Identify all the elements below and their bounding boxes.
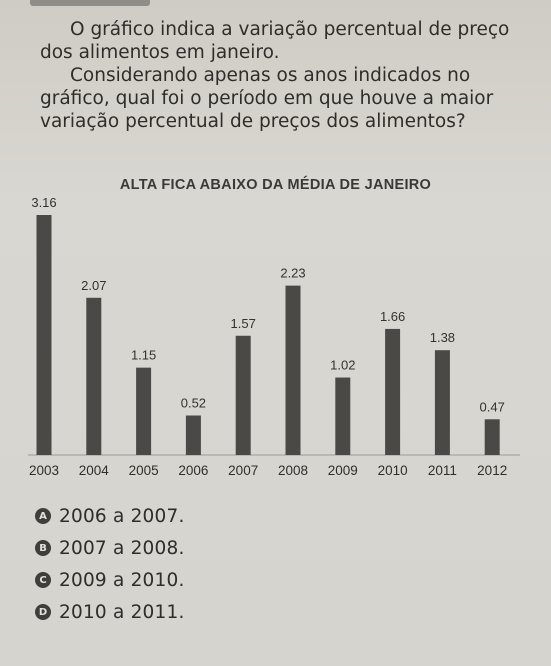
bar-2012 <box>484 419 500 455</box>
bar-2005 <box>136 367 152 455</box>
bar-2011 <box>434 350 450 455</box>
x-tick-2007: 2007 <box>228 463 258 478</box>
option-d[interactable]: D 2010 a 2011. <box>35 596 185 628</box>
option-c[interactable]: C 2009 a 2010. <box>35 564 185 596</box>
value-label-2005: 1.15 <box>131 348 156 363</box>
value-label-2010: 1.66 <box>380 309 405 324</box>
bar-2004 <box>86 297 102 455</box>
option-d-badge: D <box>35 604 51 620</box>
option-b-text: 2007 a 2008. <box>59 537 185 559</box>
x-tick-2004: 2004 <box>79 463 110 478</box>
answer-options: A 2006 a 2007. B 2007 a 2008. C 2009 a 2… <box>35 500 185 628</box>
x-tick-2009: 2009 <box>328 463 358 478</box>
x-tick-2010: 2010 <box>378 463 408 478</box>
question-text: O gráfico indica a variação percentual d… <box>40 18 518 133</box>
bar-chart: 3.16 2003 2.07 2004 1.15 2005 0.52 2006 1.57 2007… <box>28 195 520 478</box>
option-d-text: 2010 a 2011. <box>59 601 185 623</box>
x-tick-2008: 2008 <box>278 463 308 478</box>
bar-2009 <box>335 377 351 455</box>
option-a[interactable]: A 2006 a 2007. <box>35 500 185 532</box>
bar-2008 <box>285 285 301 455</box>
bar-2007 <box>235 335 251 455</box>
option-a-text: 2006 a 2007. <box>59 505 185 527</box>
x-tick-2012: 2012 <box>477 463 507 478</box>
value-label-2003: 3.16 <box>31 195 56 210</box>
option-c-text: 2009 a 2010. <box>59 569 185 591</box>
bar-2003 <box>36 215 52 455</box>
value-label-2009: 1.02 <box>330 358 355 373</box>
option-a-badge: A <box>35 508 51 524</box>
value-label-2012: 0.47 <box>480 399 505 414</box>
chart-title: ALTA FICA ABAIXO DA MÉDIA DE JANEIRO <box>119 177 432 193</box>
x-tick-2006: 2006 <box>178 463 208 478</box>
value-label-2008: 2.23 <box>280 266 305 281</box>
option-c-badge: C <box>35 572 51 588</box>
option-b[interactable]: B 2007 a 2008. <box>35 532 185 564</box>
header-bar <box>30 0 150 6</box>
question-paragraph-2: Considerando apenas os anos indicados no… <box>40 65 494 132</box>
value-label-2004: 2.07 <box>81 278 106 293</box>
bar-2010 <box>385 328 401 455</box>
value-label-2006: 0.52 <box>181 396 206 411</box>
x-tick-2003: 2003 <box>29 463 59 478</box>
bar-2006 <box>185 415 201 455</box>
value-label-2011: 1.38 <box>430 330 455 345</box>
x-tick-2011: 2011 <box>428 463 457 478</box>
option-b-badge: B <box>35 540 51 556</box>
x-tick-2005: 2005 <box>129 463 159 478</box>
value-label-2007: 1.57 <box>231 316 256 331</box>
question-paragraph-1: O gráfico indica a variação percentual d… <box>40 19 510 63</box>
